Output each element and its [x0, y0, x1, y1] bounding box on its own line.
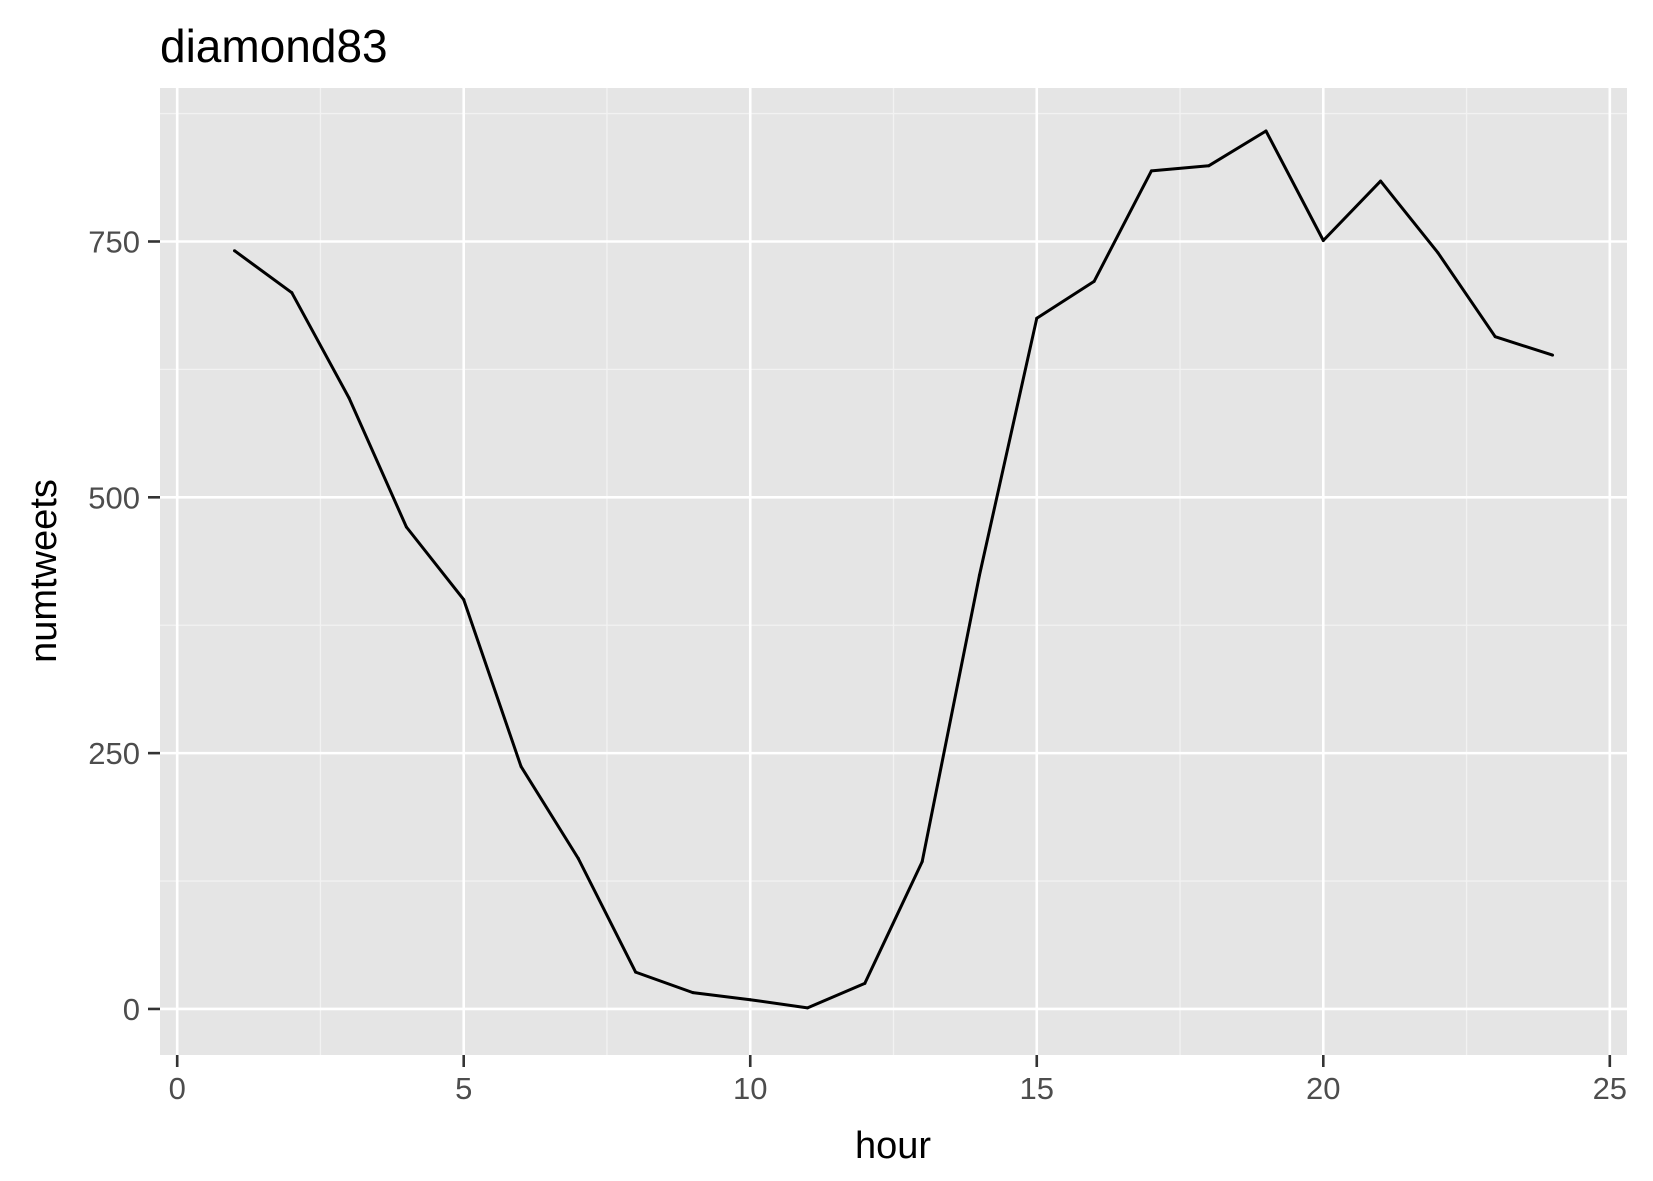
x-tick-label: 0 [169, 1071, 186, 1106]
chart-title: diamond83 [160, 20, 388, 72]
data-point [1149, 169, 1153, 173]
y-axis-title: numtweets [23, 479, 65, 663]
data-point [634, 970, 638, 974]
major-gridlines [160, 88, 1627, 1055]
data-point [920, 860, 924, 864]
data-point [404, 525, 408, 529]
series-line [233, 129, 1553, 1010]
y-tick-label: 500 [88, 480, 140, 515]
series-layer [232, 129, 1555, 1010]
x-tick-label: 10 [733, 1071, 767, 1106]
data-point [806, 1006, 810, 1010]
data-point [1207, 164, 1211, 168]
data-point [1493, 335, 1497, 339]
data-point [1551, 353, 1555, 357]
data-point [347, 396, 351, 400]
data-point [290, 291, 294, 295]
data-point [977, 573, 981, 577]
x-tick-label: 20 [1306, 1071, 1340, 1106]
data-point [576, 857, 580, 861]
data-point [1264, 129, 1268, 133]
data-point [1092, 279, 1096, 283]
data-point [1436, 251, 1440, 255]
x-axis: 0 5 10 15 20 25 [169, 1055, 1627, 1106]
data-point [748, 998, 752, 1002]
y-tick-label: 0 [123, 992, 140, 1027]
y-axis: 0 250 500 750 [88, 224, 160, 1027]
x-axis-title: hour [855, 1125, 931, 1167]
data-point [691, 991, 695, 995]
minor-gridlines [160, 88, 1627, 1055]
data-point [1321, 238, 1325, 242]
data-point [863, 981, 867, 985]
data-point [462, 598, 466, 602]
x-tick-label: 25 [1593, 1071, 1627, 1106]
data-point [1379, 179, 1383, 183]
x-tick-label: 5 [455, 1071, 472, 1106]
data-point [232, 249, 236, 253]
x-tick-label: 15 [1020, 1071, 1054, 1106]
data-point [1035, 316, 1039, 320]
y-tick-label: 750 [88, 224, 140, 259]
y-tick-label: 250 [88, 736, 140, 771]
data-point [519, 764, 523, 768]
